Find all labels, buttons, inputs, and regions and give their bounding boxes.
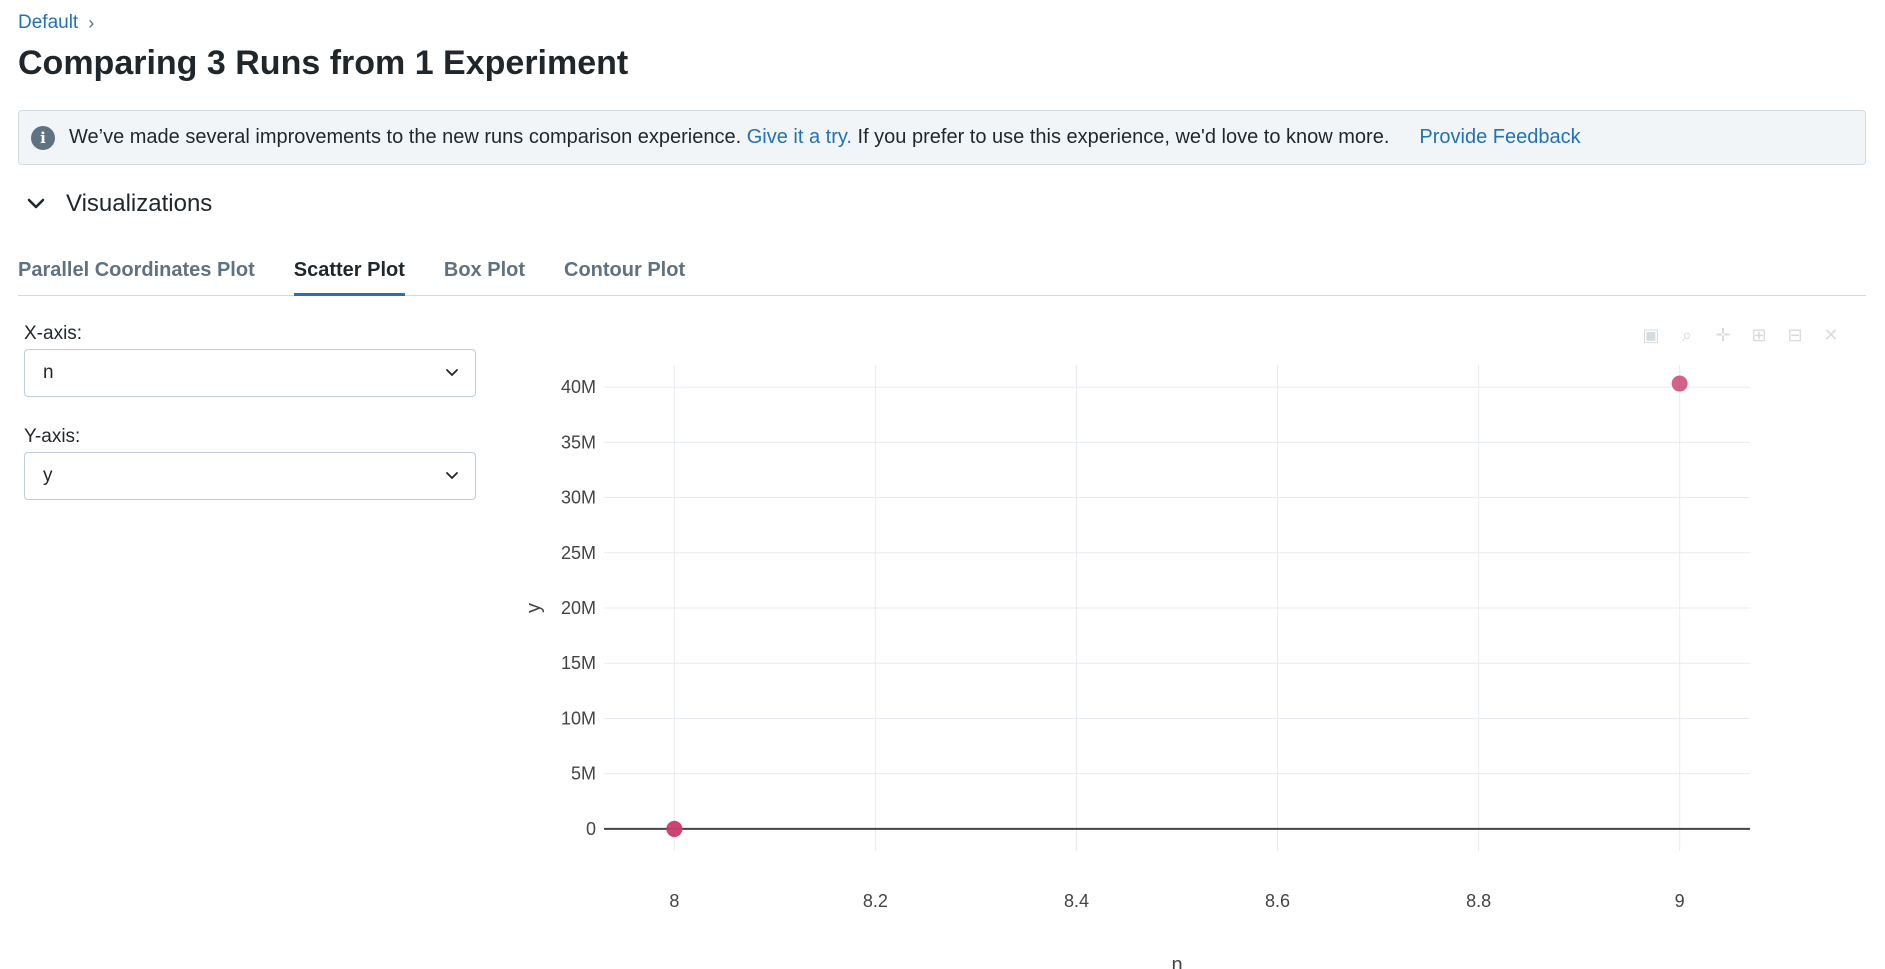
visualization-tabs: Parallel Coordinates Plot Scatter Plot B… <box>18 255 1866 296</box>
y-tick-label: 5M <box>571 764 596 784</box>
provide-feedback-link[interactable]: Provide Feedback <box>1419 126 1581 148</box>
banner-text-before: We’ve made several improvements to the n… <box>69 126 742 148</box>
x-axis-label: X-axis: <box>24 323 83 344</box>
plot-modebar: ▣ ⌕ ✛ ⊞ ⊟ ✕ <box>1640 324 1842 346</box>
chevron-right-icon: › <box>88 12 95 33</box>
give-it-a-try-link[interactable]: Give it a try. <box>746 126 852 148</box>
chevron-down-icon <box>445 465 459 487</box>
info-banner: i We’ve made several improvements to the… <box>18 110 1866 165</box>
zoom-icon[interactable]: ⌕ <box>1681 324 1693 345</box>
tab-box-plot[interactable]: Box Plot <box>443 259 526 281</box>
visualizations-title: Visualizations <box>66 190 213 217</box>
x-tick-label: 8 <box>669 891 679 911</box>
tab-scatter-plot[interactable]: Scatter Plot <box>293 255 406 296</box>
tab-contour-plot[interactable]: Contour Plot <box>564 259 686 281</box>
x-tick-label: 8.6 <box>1265 891 1290 911</box>
info-icon: i <box>31 125 55 150</box>
y-tick-label: 0 <box>586 819 596 839</box>
y-tick-label: 30M <box>561 488 596 508</box>
y-axis-label: Y-axis: <box>24 426 81 447</box>
y-tick-label: 15M <box>561 653 596 673</box>
banner-text-after: If you prefer to use this experience, we… <box>857 126 1390 148</box>
y-tick-label: 35M <box>561 432 596 452</box>
y-tick-label: 25M <box>561 543 596 563</box>
y-axis-select-value: y <box>43 465 53 486</box>
x-tick-label: 8.2 <box>863 891 888 911</box>
y-tick-label: 40M <box>561 377 596 397</box>
x-tick-label: 8.4 <box>1064 891 1089 911</box>
y-axis-title: y <box>523 603 545 613</box>
chevron-down-icon <box>445 362 459 384</box>
visualizations-toggle[interactable]: Visualizations <box>22 190 212 218</box>
breadcrumb: Default › <box>18 12 94 34</box>
x-tick-label: 8.8 <box>1466 891 1491 911</box>
x-axis-title: n <box>1171 954 1182 969</box>
scatter-plot: 8 8.2 8.4 8.6 8.8 9 0 5M 10M 15M 20M 25M 30M 35M 40M n y <box>520 320 1866 969</box>
scatter-plot-svg[interactable]: 8 8.2 8.4 8.6 8.8 9 0 5M 10M 15M 20M 25M 30M 35M 40M n y <box>520 320 1866 969</box>
reset-axes-icon[interactable]: ✕ <box>1823 324 1839 345</box>
x-tick-label: 9 <box>1675 891 1685 911</box>
pan-icon[interactable]: ✛ <box>1715 324 1731 345</box>
scatter-point <box>666 820 683 837</box>
zoom-out-icon[interactable]: ⊟ <box>1787 324 1803 345</box>
scatter-point <box>1671 375 1688 392</box>
y-axis-select[interactable]: y <box>24 452 476 500</box>
zoom-in-icon[interactable]: ⊞ <box>1751 324 1767 345</box>
chevron-down-icon <box>22 190 50 218</box>
y-tick-label: 10M <box>561 708 596 728</box>
x-axis-select-value: n <box>43 362 54 383</box>
y-tick-label: 20M <box>561 598 596 618</box>
tab-parallel-coordinates-plot[interactable]: Parallel Coordinates Plot <box>18 259 255 281</box>
breadcrumb-default-link[interactable]: Default <box>18 12 79 33</box>
x-axis-select[interactable]: n <box>24 349 476 397</box>
page-title: Comparing 3 Runs from 1 Experiment <box>18 44 629 82</box>
camera-icon[interactable]: ▣ <box>1642 324 1660 345</box>
